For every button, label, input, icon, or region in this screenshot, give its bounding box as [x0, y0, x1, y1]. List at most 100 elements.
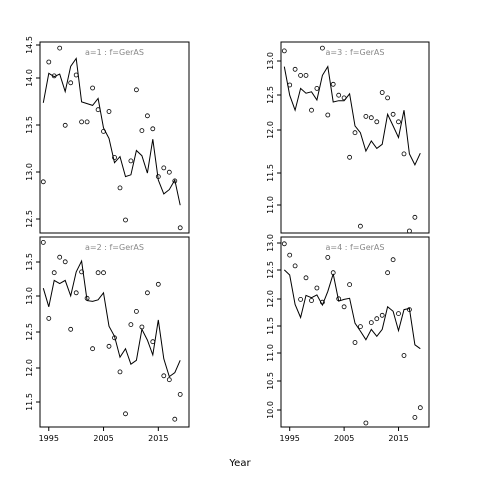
observed-point	[139, 324, 145, 330]
observed-point	[95, 107, 101, 113]
observed-point	[368, 115, 374, 121]
observed-point	[57, 45, 63, 51]
panel-2: a=3 : f=GerAS 11.0 11.5 12.0 12.5 13.0	[266, 41, 430, 234]
observed-point	[352, 130, 358, 136]
y-tick-label: 10.5	[266, 372, 275, 390]
y-tick-label: 11.5	[25, 393, 34, 411]
y-tick-label: 12.0	[266, 121, 275, 139]
observed-point	[363, 114, 369, 119]
observed-point	[336, 296, 342, 302]
observed-point	[314, 285, 320, 291]
y-tick-label: 11.0	[266, 196, 275, 214]
x-tick-label: 1995	[39, 434, 59, 443]
observed-point	[46, 315, 52, 321]
observed-point	[150, 126, 156, 132]
observed-point	[303, 275, 309, 281]
observed-point	[51, 73, 57, 79]
y-tick-label: 12.5	[25, 323, 34, 341]
observed-point	[298, 73, 304, 78]
observed-point	[106, 109, 112, 114]
y-tick-label: 12.5	[266, 261, 275, 279]
observed-point	[314, 86, 320, 91]
observed-point	[101, 128, 106, 134]
y-tick-label: 11.0	[266, 344, 275, 362]
observed-point	[150, 339, 156, 345]
observed-point	[155, 281, 161, 287]
observed-point	[117, 369, 123, 375]
panel-frame	[280, 41, 430, 234]
observed-point	[51, 270, 57, 276]
observed-point	[336, 92, 342, 98]
observed-point	[379, 90, 385, 95]
panel-frame	[280, 236, 430, 428]
x-axis-label: Year	[228, 458, 251, 469]
observed-point	[406, 228, 412, 234]
x-tick-label: 1995	[280, 434, 300, 443]
observed-point	[379, 312, 385, 318]
observed-point	[133, 87, 139, 93]
observed-point	[166, 169, 172, 175]
observed-point	[287, 82, 293, 88]
observed-point	[46, 59, 52, 65]
observed-point	[112, 155, 117, 160]
observed-point	[401, 353, 407, 358]
observed-point	[352, 340, 358, 345]
observed-point	[347, 154, 353, 160]
observed-point	[325, 254, 331, 260]
observed-point	[95, 270, 101, 276]
observed-point	[166, 377, 172, 383]
observed-point	[357, 223, 363, 229]
x-tick-label: 2005	[93, 434, 113, 443]
observed-point	[112, 335, 117, 341]
observed-point	[281, 48, 287, 54]
panels: a=1 : f=GerAS 12.5 13.0 13.5 14.0 14.5 a=3 : f…	[25, 36, 430, 443]
fitted-line	[42, 259, 181, 378]
panel-title: a=3 : f=GerAS	[326, 48, 385, 57]
observed-point	[40, 239, 46, 245]
y-tick-label: 12.5	[25, 210, 34, 228]
y-tick-label: 11.5	[266, 317, 275, 335]
observed-point	[144, 290, 150, 296]
observed-point	[68, 80, 74, 86]
observed-point	[144, 113, 150, 119]
panel-1: a=1 : f=GerAS 12.5 13.0 13.5 14.0 14.5	[25, 36, 190, 234]
observed-point	[309, 298, 314, 303]
observed-point	[298, 296, 304, 302]
panel-title: a=4 : f=GerAS	[326, 243, 385, 252]
observed-point	[123, 217, 128, 223]
y-tick-label: 13.0	[25, 287, 34, 305]
observed-point	[341, 304, 347, 310]
observed-point	[177, 225, 183, 231]
observed-point	[106, 343, 112, 349]
observed-point	[401, 151, 407, 157]
panel-frame	[39, 41, 190, 234]
observed-point	[319, 299, 325, 305]
observed-point	[73, 290, 79, 296]
observed-point	[292, 66, 298, 72]
observed-point	[309, 107, 314, 113]
observed-point	[347, 282, 353, 288]
y-tick-label: 12.0	[266, 290, 275, 308]
observed-point	[161, 165, 167, 171]
panel-4: a=4 : f=GerAS 10.0 10.5 11.0 11.5 12.0 12.5 13.…	[266, 234, 430, 443]
observed-point	[139, 128, 145, 134]
observed-point	[374, 316, 380, 322]
y-tick-label: 13.5	[25, 116, 34, 134]
observed-point	[390, 257, 396, 263]
observed-point	[133, 308, 139, 314]
observed-point	[417, 405, 423, 411]
observed-point	[73, 72, 79, 78]
observed-point	[177, 391, 183, 397]
observed-point	[412, 414, 418, 420]
observed-point	[412, 214, 418, 220]
x-tick-label: 2005	[334, 434, 354, 443]
panel-3: a=2 : f=GerAS 11.5 12.0 12.5 13.0 13.5 1995 200…	[25, 236, 190, 443]
y-tick-label: 11.5	[266, 164, 275, 182]
observed-point	[90, 85, 95, 91]
observed-point	[172, 178, 178, 184]
observed-point	[396, 119, 401, 125]
observed-point	[396, 311, 401, 317]
observed-point	[62, 122, 68, 128]
observed-point	[287, 252, 293, 258]
